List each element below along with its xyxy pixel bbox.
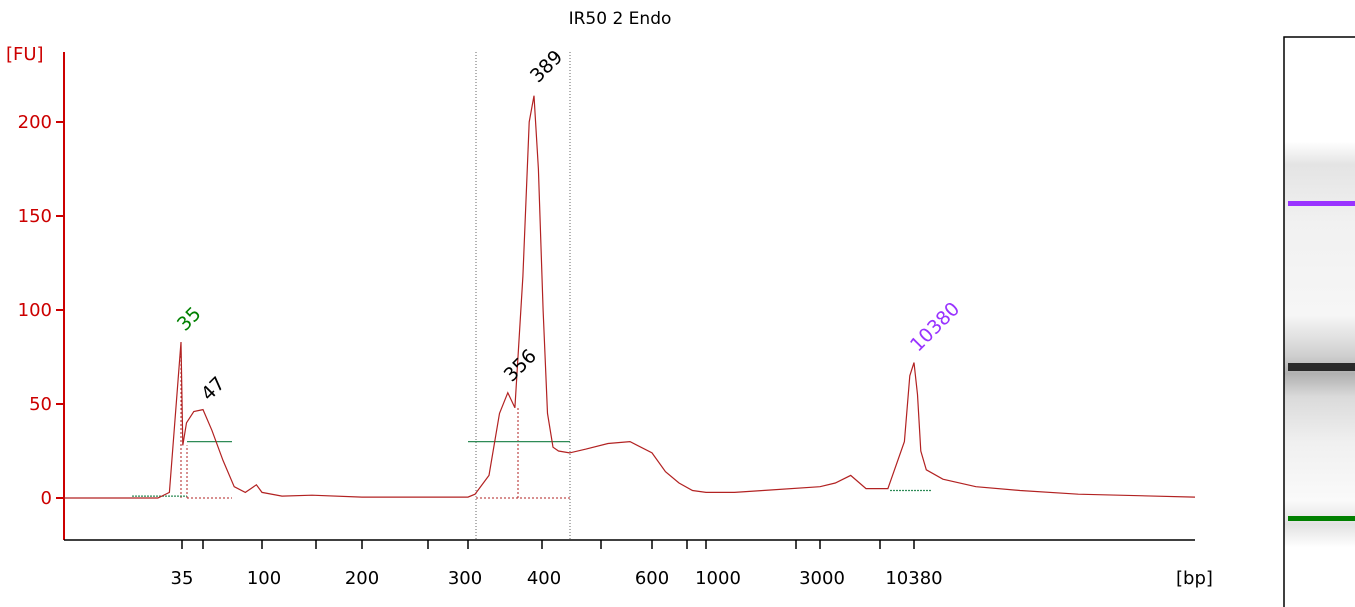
gel-band-upper-marker xyxy=(1288,201,1355,206)
x-tick-label: 100 xyxy=(247,568,281,589)
x-axis-label: [bp] xyxy=(1176,568,1213,589)
peak-label: 389 xyxy=(526,46,567,87)
peak-label: 47 xyxy=(197,373,230,406)
x-tick-label: 400 xyxy=(527,568,561,589)
gel-lane-frame xyxy=(1283,36,1355,607)
peak-label: 10380 xyxy=(906,298,964,356)
peak-baselines xyxy=(132,441,932,499)
series-line xyxy=(64,95,1196,499)
x-tick-label: 200 xyxy=(345,568,379,589)
peak-label: 356 xyxy=(500,345,541,386)
x-tick-label: 600 xyxy=(635,568,669,589)
y-tick-label: 0 xyxy=(41,488,52,509)
gel-band-main xyxy=(1288,363,1355,371)
x-tick-label: 3000 xyxy=(799,568,845,589)
y-tick-label: 150 xyxy=(18,206,52,227)
y-tick-label: 200 xyxy=(18,112,52,133)
gel-lane xyxy=(1283,36,1355,607)
x-tick-label: 300 xyxy=(448,568,482,589)
region-guides xyxy=(180,52,571,540)
x-tick-label: 1000 xyxy=(695,568,741,589)
x-tick-label: 10380 xyxy=(885,568,942,589)
y-axis: 0 50 100 150 200 xyxy=(18,52,65,540)
peak-labels: 35 47 356 389 10380 xyxy=(173,46,964,405)
x-tick-label: 35 xyxy=(171,568,194,589)
gel-band-lower-marker xyxy=(1288,516,1355,521)
chart-title: IR50 2 Endo xyxy=(569,9,672,29)
peak-label: 35 xyxy=(173,303,206,336)
x-axis: 35 100 200 300 400 600 1000 3000 10380 xyxy=(64,539,1195,589)
y-tick-label: 50 xyxy=(29,394,52,415)
y-tick-label: 100 xyxy=(18,300,52,321)
y-axis-label: [FU] xyxy=(6,44,44,65)
